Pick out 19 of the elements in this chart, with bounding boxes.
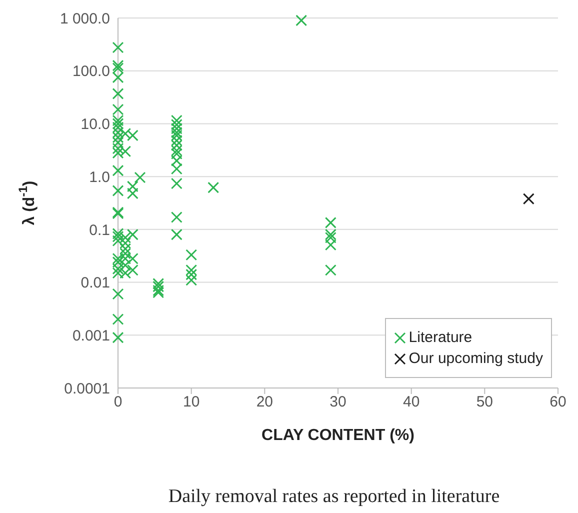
y-tick-label: 0.1 xyxy=(89,222,110,239)
y-tick-label: 0.001 xyxy=(72,327,110,344)
legend-label: Literature xyxy=(408,329,472,346)
y-tick-label: 100.0 xyxy=(72,63,110,80)
x-tick-label: 50 xyxy=(476,394,494,411)
y-tick-label: 10.0 xyxy=(80,116,110,134)
x-tick-label: 30 xyxy=(330,394,346,411)
x-tick-label: 20 xyxy=(256,394,274,411)
x-tick-label: 0 xyxy=(114,394,122,411)
x-tick-label: 10 xyxy=(182,394,200,411)
y-tick-label: 0.01 xyxy=(80,274,110,292)
text: Daily removal rates as reported in literature xyxy=(167,486,501,508)
y-tick-label: 1 000.0 xyxy=(60,10,110,28)
y-tick-label: 1.0 xyxy=(89,168,110,186)
x-axis-title: CLAY CONTENT (%) xyxy=(262,427,414,444)
x-tick-label: 40 xyxy=(402,394,420,411)
legend-label: Our upcoming study xyxy=(408,350,543,367)
y-tick-label: 0.0001 xyxy=(64,380,110,398)
x-tick-label: 60 xyxy=(550,394,566,411)
